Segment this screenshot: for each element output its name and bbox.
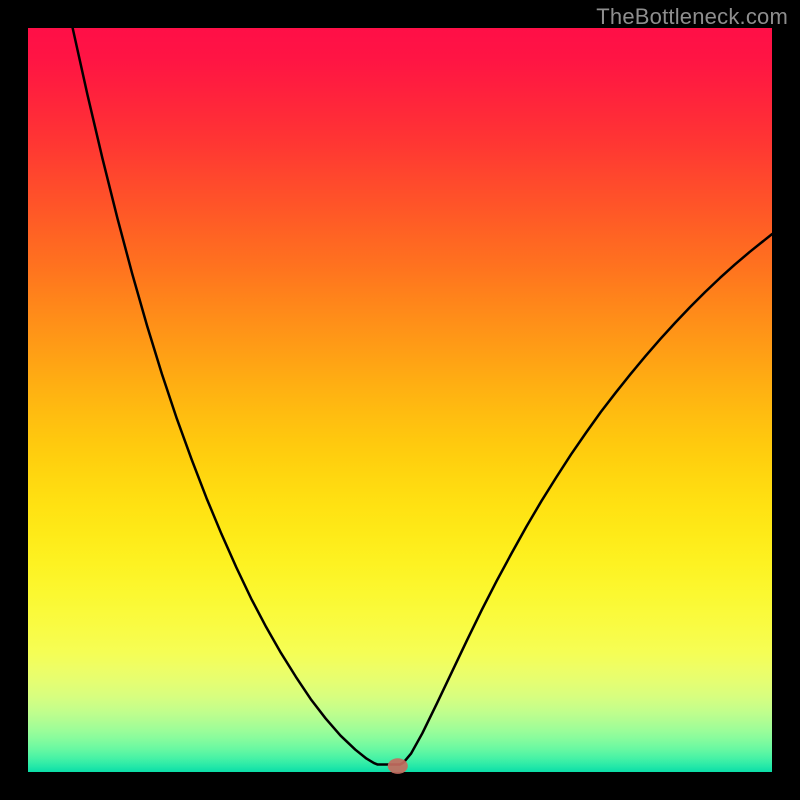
watermark-text: TheBottleneck.com: [596, 4, 788, 30]
bottleneck-chart: [0, 0, 800, 800]
min-marker: [388, 758, 408, 774]
chart-container: TheBottleneck.com: [0, 0, 800, 800]
plot-background: [28, 28, 772, 772]
